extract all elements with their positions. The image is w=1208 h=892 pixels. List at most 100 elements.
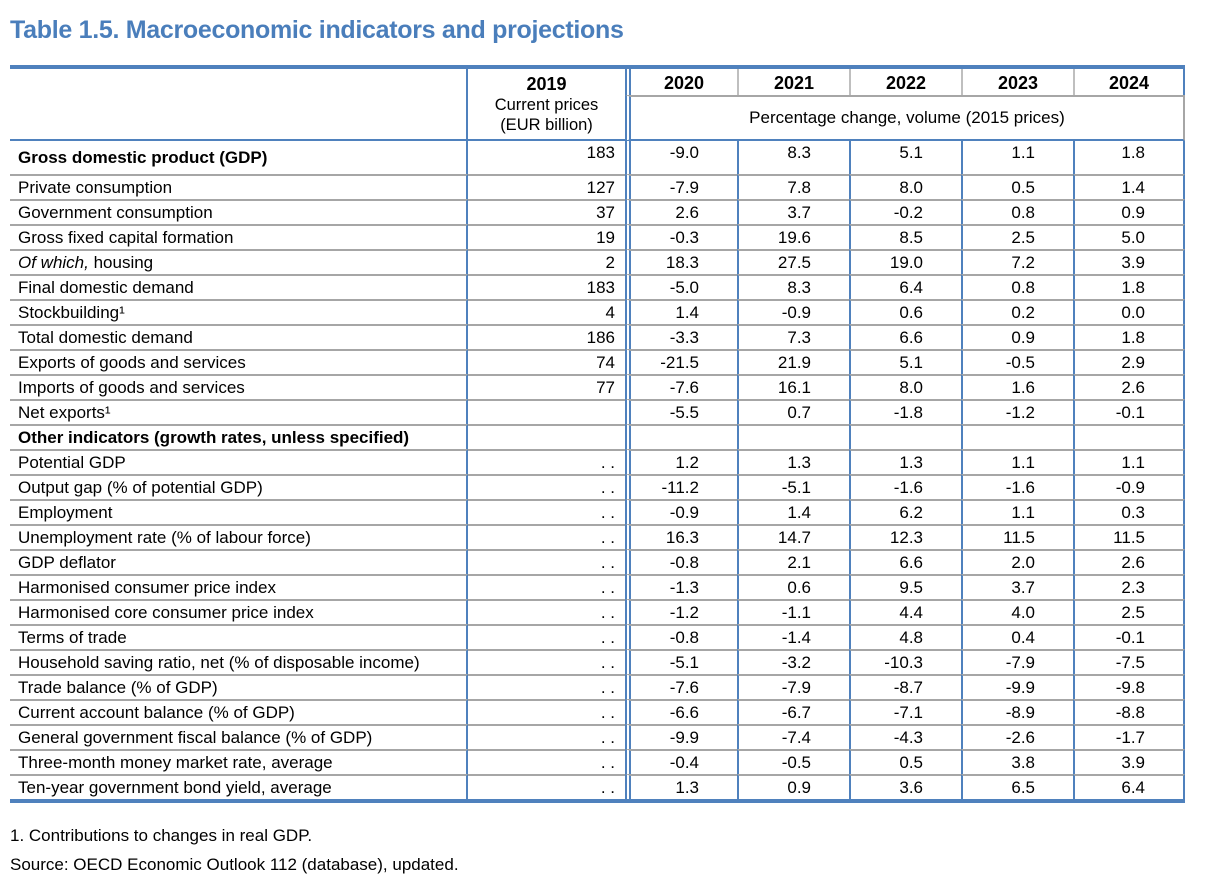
row-label: Government consumption: [10, 199, 468, 224]
row-label: General government fiscal balance (% of …: [10, 724, 468, 749]
table-row: Harmonised consumer price index. . -1.3 0.…: [10, 574, 1185, 599]
cell-2019: . .: [468, 674, 625, 699]
cell-year-2021: -7.4: [737, 724, 849, 749]
cell-year-2021: -6.7: [737, 699, 849, 724]
row-label: Harmonised core consumer price index: [10, 599, 468, 624]
table-body: Gross domestic product (GDP) 183 -9.0 8.3 5.…: [10, 141, 1185, 799]
cell-year-2020: -1.2: [625, 599, 737, 624]
cell-year-2024: 6.4: [1073, 774, 1185, 799]
row-label: Exports of goods and services: [10, 349, 468, 374]
row-label: Gross domestic product (GDP): [10, 141, 468, 174]
cell-year-2022: 12.3: [849, 524, 961, 549]
cell-year-2024: -8.8: [1073, 699, 1185, 724]
table-title: Table 1.5. Macroeconomic indicators and …: [10, 16, 624, 44]
table-row: Other indicators (growth rates, unless s…: [10, 424, 1185, 449]
cell-2019: [468, 424, 625, 449]
cell-year-2022: -7.1: [849, 699, 961, 724]
cell-2019: . .: [468, 449, 625, 474]
cell-year-2020: 1.2: [625, 449, 737, 474]
cell-year-2023: 2.5: [961, 224, 1073, 249]
cell-year-2023: 11.5: [961, 524, 1073, 549]
table-row: Ten-year government bond yield, average.…: [10, 774, 1185, 799]
cell-year-2020: 1.3: [625, 774, 737, 799]
cell-year-2020: [625, 424, 737, 449]
table-row: Private consumption 127 -7.9 7.8 8.0 0.5 1.4: [10, 174, 1185, 199]
cell-year-2020: -7.6: [625, 374, 737, 399]
cell-year-2020: -9.9: [625, 724, 737, 749]
cell-year-2022: 4.4: [849, 599, 961, 624]
cell-year-2023: -1.6: [961, 474, 1073, 499]
cell-year-2020: 18.3: [625, 249, 737, 274]
cell-year-2021: 1.4: [737, 499, 849, 524]
table-row: Final domestic demand 183 -5.0 8.3 6.4 0.8 1.8: [10, 274, 1185, 299]
cell-year-2024: 2.5: [1073, 599, 1185, 624]
cell-year-2020: -1.3: [625, 574, 737, 599]
row-label: Private consumption: [10, 174, 468, 199]
cell-year-2021: -3.2: [737, 649, 849, 674]
row-label: Harmonised consumer price index: [10, 574, 468, 599]
table-row: GDP deflator. . -0.8 2.1 6.6 2.0 2.6: [10, 549, 1185, 574]
cell-year-2023: 1.1: [961, 449, 1073, 474]
cell-2019: 77: [468, 374, 625, 399]
cell-year-2022: 1.3: [849, 449, 961, 474]
header-year-2024: 2024: [1073, 69, 1185, 95]
cell-year-2022: -0.2: [849, 199, 961, 224]
cell-year-2021: 7.8: [737, 174, 849, 199]
header-years-row: 2019 2020 2021 2022 2023 2024: [10, 69, 1185, 141]
row-label: Net exports¹: [10, 399, 468, 424]
cell-2019: . .: [468, 624, 625, 649]
cell-year-2024: -7.5: [1073, 649, 1185, 674]
cell-year-2020: 16.3: [625, 524, 737, 549]
cell-year-2023: -2.6: [961, 724, 1073, 749]
cell-year-2021: 0.7: [737, 399, 849, 424]
cell-year-2022: 0.5: [849, 749, 961, 774]
cell-year-2023: 4.0: [961, 599, 1073, 624]
cell-year-2020: -11.2: [625, 474, 737, 499]
row-label: Gross fixed capital formation: [10, 224, 468, 249]
header-2019-sub2: (EUR billion): [500, 116, 593, 134]
table-row: Net exports¹ -5.5 0.7 -1.8 -1.2 -0.1: [10, 399, 1185, 424]
row-label: Total domestic demand: [10, 324, 468, 349]
cell-year-2024: 0.3: [1073, 499, 1185, 524]
cell-year-2024: 5.0: [1073, 224, 1185, 249]
cell-year-2021: [737, 424, 849, 449]
table-row: Gross fixed capital formation 19 -0.3 19.6 8…: [10, 224, 1185, 249]
cell-year-2021: 19.6: [737, 224, 849, 249]
row-label: Three-month money market rate, average: [10, 749, 468, 774]
cell-year-2021: 3.7: [737, 199, 849, 224]
cell-year-2022: 8.5: [849, 224, 961, 249]
cell-year-2023: -8.9: [961, 699, 1073, 724]
cell-year-2024: 1.8: [1073, 274, 1185, 299]
cell-year-2020: -0.4: [625, 749, 737, 774]
cell-year-2020: -9.0: [625, 141, 737, 174]
cell-year-2024: 11.5: [1073, 524, 1185, 549]
cell-year-2024: -9.8: [1073, 674, 1185, 699]
cell-2019: . .: [468, 499, 625, 524]
row-label: Potential GDP: [10, 449, 468, 474]
table-row: Gross domestic product (GDP) 183 -9.0 8.3 5.…: [10, 141, 1185, 174]
header-year-2021: 2021: [737, 69, 849, 95]
row-label: GDP deflator: [10, 549, 468, 574]
cell-year-2021: 0.9: [737, 774, 849, 799]
cell-year-2023: 3.8: [961, 749, 1073, 774]
cell-year-2021: 21.9: [737, 349, 849, 374]
header-year-2023: 2023: [961, 69, 1073, 95]
cell-year-2022: 6.6: [849, 549, 961, 574]
table-row: Harmonised core consumer price index. .-…: [10, 599, 1185, 624]
table-row: Household saving ratio, net (% of dispos…: [10, 649, 1185, 674]
cell-year-2022: -4.3: [849, 724, 961, 749]
cell-year-2022: -8.7: [849, 674, 961, 699]
row-label: Final domestic demand: [10, 274, 468, 299]
cell-year-2024: 2.9: [1073, 349, 1185, 374]
cell-2019: . .: [468, 749, 625, 774]
cell-2019: . .: [468, 474, 625, 499]
header-span-label: Percentage change, volume (2015 prices): [625, 95, 1185, 141]
row-label: Ten-year government bond yield, average: [10, 774, 468, 799]
cell-year-2021: -5.1: [737, 474, 849, 499]
table-row: Total domestic demand 186 -3.3 7.3 6.6 0.9 1.8: [10, 324, 1185, 349]
cell-year-2023: 0.9: [961, 324, 1073, 349]
cell-2019: [468, 399, 625, 424]
cell-year-2022: 5.1: [849, 349, 961, 374]
cell-year-2023: -1.2: [961, 399, 1073, 424]
